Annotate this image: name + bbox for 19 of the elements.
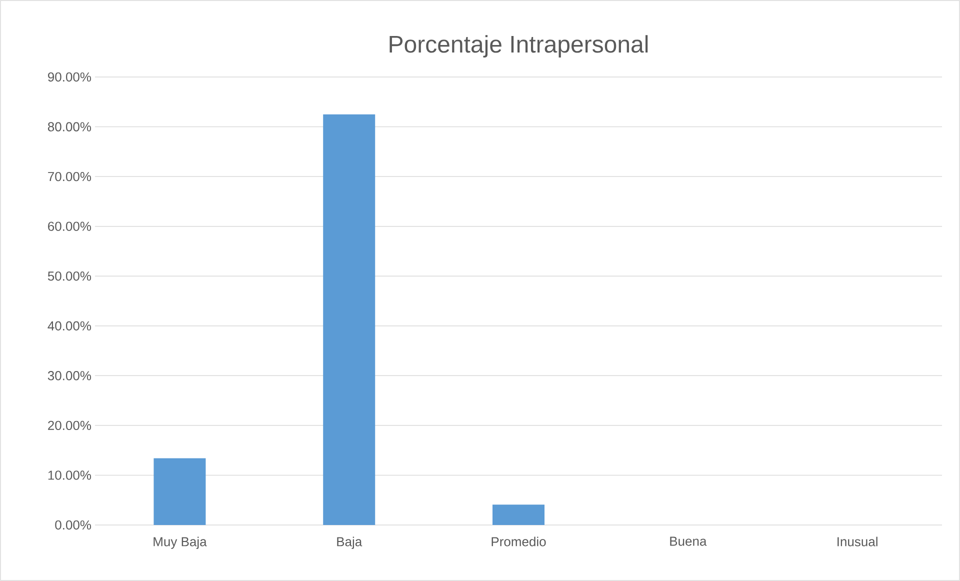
y-tick-label: 50.00% xyxy=(48,271,92,281)
y-tick-label: 90.00% xyxy=(48,72,92,82)
bar xyxy=(154,458,206,525)
x-tick-label: Buena xyxy=(670,536,707,546)
y-tick-label: 80.00% xyxy=(48,122,92,132)
y-tick-label: 0.00% xyxy=(55,520,92,530)
y-tick-label: 40.00% xyxy=(48,321,92,330)
y-tick-label: 60.00% xyxy=(48,222,92,231)
y-tick-label: 10.00% xyxy=(48,470,92,480)
chart-title: Porcentaje Intrapersonal xyxy=(390,35,648,58)
x-tick-label: Muy Baja xyxy=(154,536,207,549)
y-tick-label: 70.00% xyxy=(48,172,92,182)
bar xyxy=(492,504,545,525)
x-tick-label: Baja xyxy=(337,536,362,549)
bar xyxy=(323,114,376,525)
x-tick-label: Inusual xyxy=(838,536,878,546)
y-tick-label: 30.00% xyxy=(48,371,92,380)
x-tick-label: Promedio xyxy=(492,536,546,546)
y-tick-label: 20.00% xyxy=(48,420,92,430)
